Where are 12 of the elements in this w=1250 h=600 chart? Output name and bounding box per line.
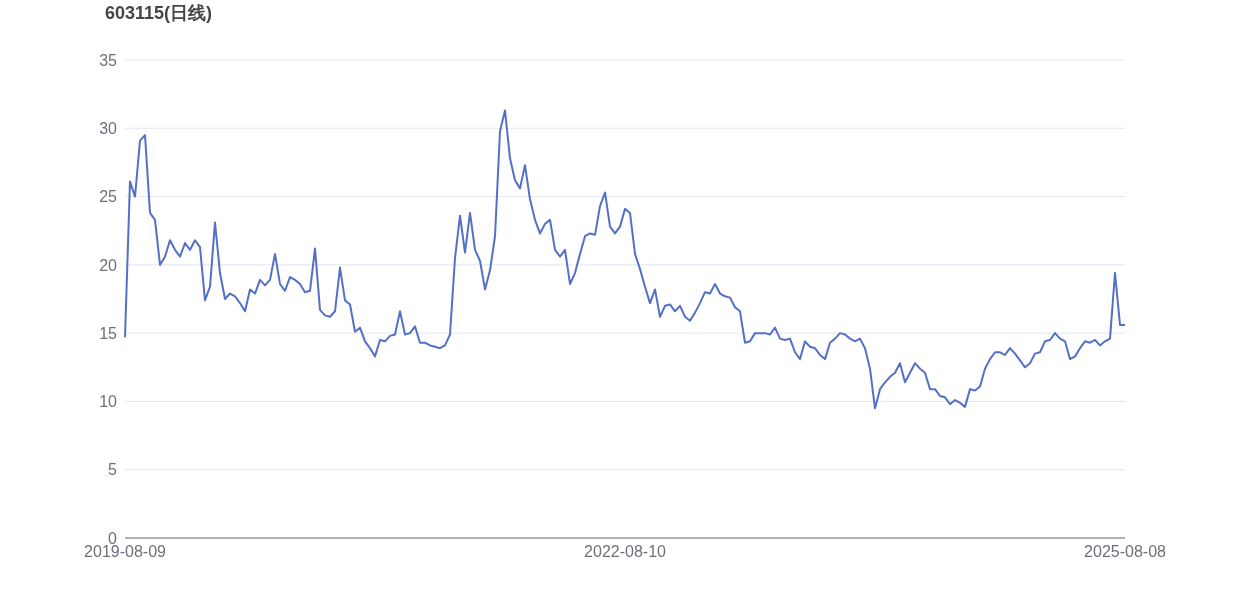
y-tick-label: 25: [99, 188, 118, 206]
y-tick-label: 20: [99, 256, 118, 274]
y-tick-label: 5: [108, 461, 118, 479]
y-tick-label: 15: [99, 324, 118, 342]
y-tick-label: 30: [99, 119, 118, 137]
x-tick-label: 2022-08-10: [584, 543, 667, 561]
line-series: [124, 109, 1126, 410]
y-tick-label: 10: [99, 393, 118, 411]
y-tick-label: 35: [99, 51, 118, 69]
chart-title: 603115(日线): [105, 2, 213, 25]
x-tick-label: 2025-08-08: [1084, 543, 1167, 561]
x-tick-label: 2019-08-09: [84, 543, 167, 561]
